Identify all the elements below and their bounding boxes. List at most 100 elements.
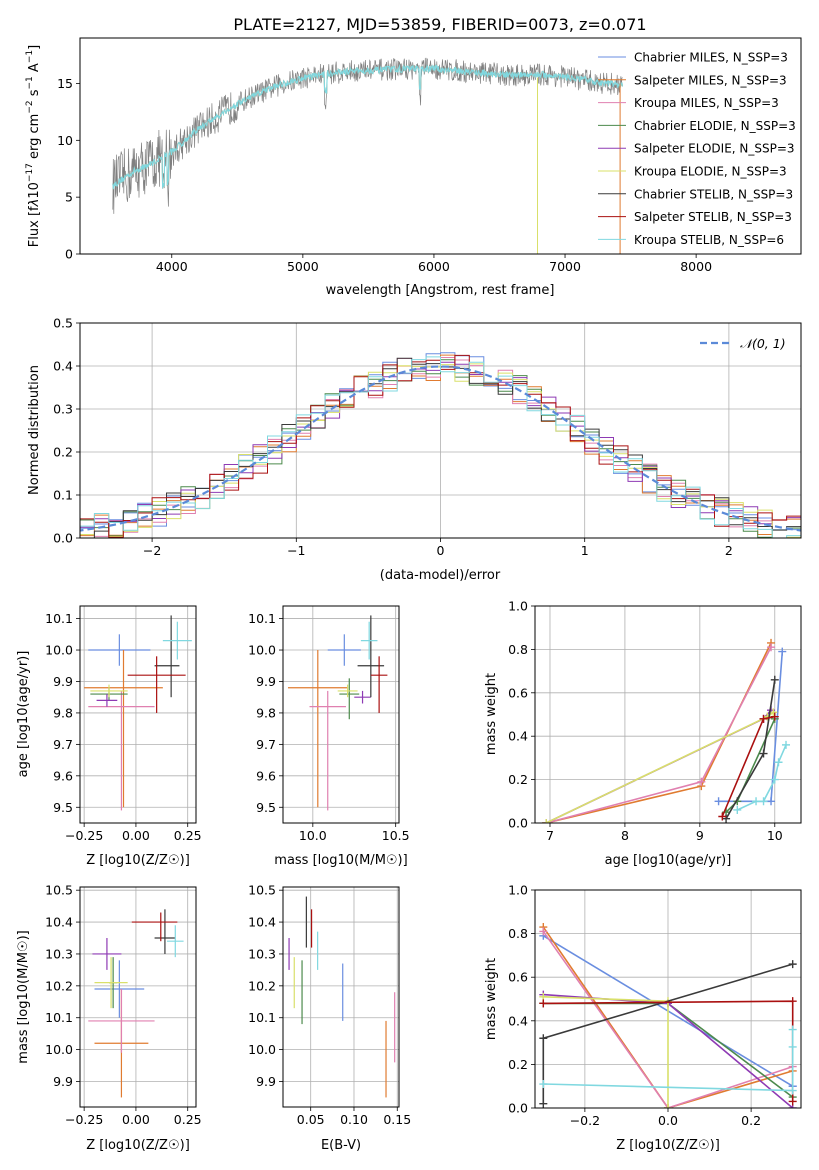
- mass-weight-series: [545, 711, 774, 823]
- x-tick-label: 7000: [549, 259, 581, 274]
- y-tick-label: 9.5: [256, 800, 276, 815]
- spectrum-ylabel: Flux [fλ10−17 erg cm−2 s−1 A−1]: [25, 45, 42, 247]
- x-tick-label: 5000: [287, 259, 319, 274]
- mass-weight-marker: [718, 812, 727, 821]
- mass-weight-marker: [733, 805, 742, 814]
- mass-vs-ebv-panel: 0.05 0.10 0.15 9.9 10.0 10.1 10.2 10.3 10.4 10.5 E…: [248, 883, 411, 1153]
- x-tick-label: −0.2: [570, 1113, 600, 1128]
- y-tick-label: 9.9: [256, 1074, 276, 1089]
- residual-xlabel: (data-model)/error: [380, 568, 501, 583]
- x-tick-label: −2: [143, 543, 161, 558]
- y-tick-label: 9.6: [256, 768, 276, 783]
- y-tick-label: 9.9: [256, 674, 276, 689]
- mass-weight-marker: [788, 1086, 797, 1095]
- x-tick-label: 0.25: [174, 1112, 202, 1127]
- x-tick-label: 6000: [418, 259, 450, 274]
- age-z-ylabel: age [log10(age/yr)]: [16, 651, 31, 778]
- ebv-xlabel: E(B-V): [321, 1138, 361, 1153]
- age-z-xlabel: Z [log10(Z/Z☉)]: [86, 853, 190, 868]
- y-tick-label: 10.5: [45, 883, 73, 898]
- mass-weight-ylabel: mass weight: [484, 958, 499, 1040]
- mass-weight-series: [542, 930, 793, 1108]
- mass-weight-marker: [752, 797, 761, 806]
- x-tick-label: 0.00: [122, 828, 150, 843]
- y-tick-label: 10.4: [248, 915, 276, 930]
- y-tick-label: 0: [65, 247, 73, 262]
- y-tick-label: 0.6: [508, 970, 528, 985]
- y-tick-label: 0.2: [508, 772, 528, 787]
- residual-ylabel: Normed distribution: [27, 365, 42, 495]
- y-tick-label: 10.2: [248, 978, 276, 993]
- y-tick-label: 0.0: [508, 816, 528, 831]
- x-tick-label: 4000: [156, 259, 188, 274]
- mass-weight-marker: [759, 797, 768, 806]
- legend-entry: Kroupa ELODIE, N_SSP=3: [634, 165, 787, 179]
- y-tick-label: 10.1: [248, 611, 276, 626]
- mass-weight-marker: [788, 1025, 797, 1034]
- mass-weight-marker: [788, 997, 797, 1006]
- y-tick-label: 0.4: [508, 729, 528, 744]
- legend-entry: Salpeter STELIB, N_SSP=3: [634, 210, 792, 224]
- y-tick-label: 0.2: [508, 1057, 528, 1072]
- mass-weight-marker: [759, 749, 768, 758]
- y-tick-label: 9.6: [53, 768, 73, 783]
- mass-weight-series: [736, 744, 787, 811]
- model-spectrum-salpeter-miles: [112, 63, 623, 190]
- mass-weight-xlabel: Z [log10(Z/Z☉)]: [616, 1138, 720, 1153]
- y-tick-label: 10.1: [45, 1010, 73, 1025]
- mass-weight-series: [543, 996, 669, 1108]
- x-tick-label: −0.25: [65, 1112, 103, 1127]
- mass-weight-marker: [770, 675, 779, 684]
- y-tick-label: 0.0: [508, 1101, 528, 1116]
- mass-weight-series: [546, 642, 772, 823]
- y-tick-label: 10.3: [248, 946, 276, 961]
- mass-weight-marker: [664, 1104, 672, 1108]
- mass-vs-metallicity-panel: −0.25 0.00 0.25 9.9 10.0 10.1 10.2 10.3 10.4 10.5…: [16, 883, 202, 1153]
- axes-frame: [282, 605, 400, 824]
- mass-weight-marker: [539, 927, 548, 936]
- y-tick-label: 9.5: [53, 800, 73, 815]
- mass-weight-marker: [714, 797, 723, 806]
- mass-weight-marker: [539, 999, 548, 1008]
- y-tick-label: 10.4: [45, 915, 73, 930]
- x-tick-label: 8000: [680, 259, 712, 274]
- y-tick-label: 0.8: [508, 926, 528, 941]
- axes-frame: [534, 605, 802, 824]
- x-tick-label: 7: [546, 828, 554, 843]
- x-tick-label: 0.00: [122, 1112, 150, 1127]
- plot-area: [287, 615, 388, 811]
- y-tick-label: 0.4: [508, 1013, 528, 1028]
- plot-area: [288, 896, 396, 1098]
- mass-weight-marker: [778, 647, 787, 656]
- mass-weight-marker: [767, 643, 776, 652]
- legend-entry: Chabrier STELIB, N_SSP=3: [634, 187, 793, 201]
- mass-weight-marker: [539, 1099, 548, 1108]
- plot-area: [542, 638, 791, 823]
- axes-frame: [282, 886, 400, 1108]
- y-tick-label: 0.0: [53, 531, 73, 546]
- residual-histogram-panel: (data-model)/error Normed distribution −…: [27, 316, 802, 583]
- mass-z-xlabel: Z [log10(Z/Z☉)]: [86, 1138, 190, 1153]
- legend-entry: Kroupa STELIB, N_SSP=6: [634, 233, 784, 247]
- legend-entry: Salpeter MILES, N_SSP=3: [634, 73, 787, 87]
- mass-weight-vs-age-panel: 7 8 9 10 0.0 0.2 0.4 0.6 0.8 1.0 age [log10(age/yr…: [484, 599, 802, 868]
- mass-weight-marker: [774, 758, 783, 767]
- age-vs-metallicity-panel: −0.25 0.00 0.25 9.5 9.6 9.7 9.8 9.9 10.0 10.1 Z [l…: [16, 605, 202, 868]
- mass-weight-marker: [697, 777, 706, 786]
- x-tick-label: −1: [287, 543, 305, 558]
- y-tick-label: 10.0: [248, 643, 276, 658]
- y-tick-label: 9.8: [53, 705, 73, 720]
- mass-weight-marker: [788, 1042, 797, 1051]
- axes-frame: [79, 605, 197, 824]
- x-tick-label: 10.5: [382, 828, 410, 843]
- y-tick-label: 0.8: [508, 642, 528, 657]
- legend-entry: Chabrier MILES, N_SSP=3: [634, 51, 788, 65]
- y-tick-label: 9.9: [53, 1074, 73, 1089]
- y-tick-label: 9.7: [53, 737, 73, 752]
- y-tick-label: 0.5: [53, 316, 73, 331]
- axes-frame: [79, 37, 802, 255]
- y-tick-label: 0.4: [53, 359, 73, 374]
- mass-weight-series: [542, 926, 793, 1108]
- plot-area: [84, 615, 192, 811]
